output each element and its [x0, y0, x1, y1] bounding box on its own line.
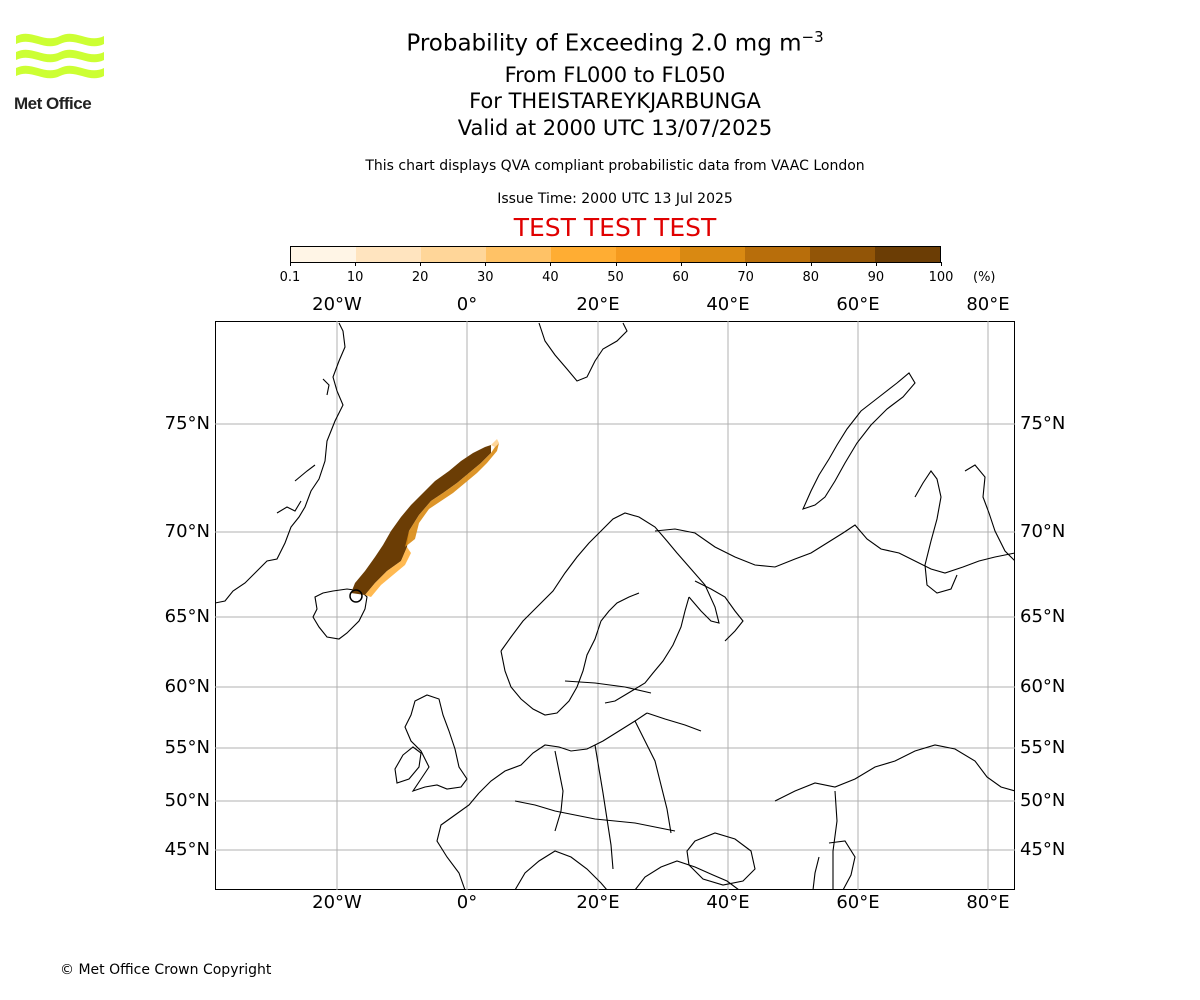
colorbar-segment	[745, 247, 811, 262]
ash-probability-plume	[349, 439, 499, 603]
axis-label: 70°N	[1020, 521, 1066, 542]
colorbar-tick-label: 30	[477, 270, 494, 285]
axis-label: 20°E	[576, 892, 620, 913]
axis-label: 65°N	[1020, 606, 1066, 627]
axis-label: 0°	[456, 294, 478, 315]
axis-label: 20°W	[312, 294, 362, 315]
map-svg	[215, 321, 1015, 890]
colorbar-tick-mark	[290, 262, 291, 266]
volcano-location-marker	[349, 589, 363, 603]
axis-label: 80°E	[966, 892, 1010, 913]
colorbar-tick-mark	[485, 262, 487, 266]
axis-label: 50°N	[1020, 790, 1066, 811]
probability-colorbar	[290, 246, 941, 263]
axis-label: 60°E	[836, 294, 880, 315]
colorbar-tick-label: 10	[346, 270, 364, 285]
colorbar-tick-label: 0.1	[279, 270, 301, 285]
axis-label: 70°N	[164, 521, 210, 542]
coastlines	[215, 322, 1015, 890]
colorbar-tick-mark	[550, 262, 552, 266]
colorbar-tick-mark	[875, 262, 877, 266]
colorbar-tick-mark	[355, 262, 357, 266]
volcano-subtitle: For THEISTAREYKJARBUNGA	[469, 89, 761, 113]
copyright-notice: © Met Office Crown Copyright	[60, 962, 272, 978]
met-office-logo: Met Office	[14, 30, 106, 113]
disclaimer-text: This chart displays QVA compliant probab…	[365, 158, 865, 174]
axis-label: 45°N	[1020, 839, 1066, 860]
graticule	[215, 321, 1015, 890]
colorbar-segment	[485, 247, 551, 262]
valid-time-subtitle: Valid at 2000 UTC 13/07/2025	[457, 116, 773, 140]
colorbar-tick-mark	[810, 262, 812, 266]
axis-label: 40°E	[706, 892, 750, 913]
colorbar-segment	[810, 247, 876, 262]
colorbar-segment	[355, 247, 421, 262]
axis-label: 40°E	[706, 294, 750, 315]
colorbar-segment	[550, 247, 616, 262]
colorbar-tick-mark	[941, 262, 942, 266]
logo-text: Met Office	[14, 94, 92, 113]
axis-label: 55°N	[1020, 737, 1066, 758]
colorbar-tick-mark	[680, 262, 682, 266]
colorbar-segment	[291, 247, 356, 262]
colorbar-tick-label: 20	[411, 270, 429, 285]
axis-label: 75°N	[1020, 413, 1066, 434]
axis-label: 55°N	[164, 737, 210, 758]
colorbar-tick-label: 60	[672, 270, 689, 285]
axis-label: 50°N	[164, 790, 210, 811]
axis-label: 45°N	[164, 839, 210, 860]
colorbar-tick-mark	[745, 262, 747, 266]
axis-label: 75°N	[164, 413, 210, 434]
colorbar-tick-label: 40	[542, 270, 559, 285]
colorbar-tick-label: 100	[928, 270, 954, 285]
issue-time: Issue Time: 2000 UTC 13 Jul 2025	[497, 191, 733, 207]
colorbar-tick-label: 50	[607, 270, 624, 285]
colorbar-segment	[615, 247, 681, 262]
colorbar-segment	[875, 247, 941, 262]
met-office-waves-icon	[16, 33, 104, 79]
axis-label: 0°	[456, 892, 478, 913]
axis-label: 20°E	[576, 294, 620, 315]
axis-label: 80°E	[966, 294, 1010, 315]
axis-label: 65°N	[164, 606, 210, 627]
colorbar-segment	[420, 247, 486, 262]
axis-label: 60°N	[164, 676, 210, 697]
test-banner: TEST TEST TEST	[513, 213, 717, 242]
chart-title: Probability of Exceeding 2.0 mg m−3	[406, 28, 824, 57]
axis-label: 60°N	[1020, 676, 1066, 697]
colorbar-segment	[680, 247, 746, 262]
axis-label: 20°W	[312, 892, 362, 913]
axis-label: 60°E	[836, 892, 880, 913]
colorbar-tick-label: 70	[737, 270, 754, 285]
colorbar-tick-label: 80	[802, 270, 820, 285]
colorbar-unit: (%)	[973, 270, 996, 285]
colorbar-tick-mark	[420, 262, 422, 266]
map-panel	[215, 321, 1015, 890]
colorbar-tick-label: 90	[867, 270, 885, 285]
colorbar-tick-mark	[615, 262, 617, 266]
flight-level-subtitle: From FL000 to FL050	[504, 63, 726, 87]
